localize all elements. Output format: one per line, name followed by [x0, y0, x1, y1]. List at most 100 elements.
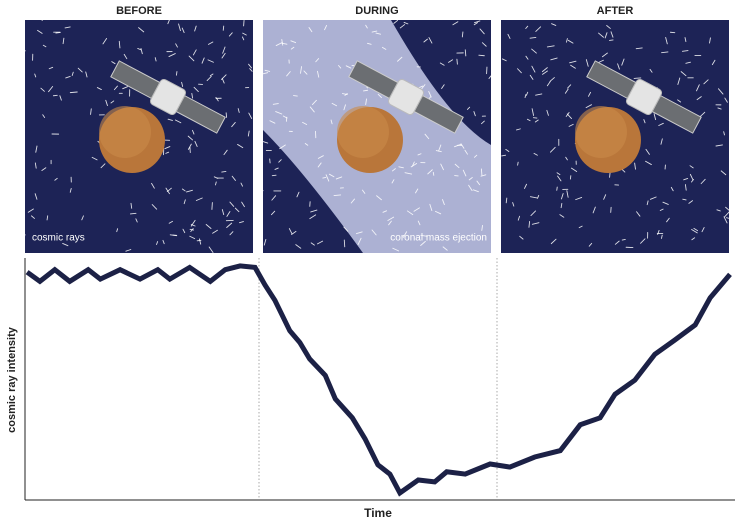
- cosmic-ray-streak: [533, 152, 538, 156]
- cosmic-ray-streak: [237, 143, 244, 149]
- cosmic-ray-streak: [636, 211, 641, 217]
- cosmic-ray-streak: [549, 146, 556, 153]
- cosmic-ray-streak: [365, 24, 368, 29]
- cosmic-ray-streak: [382, 210, 387, 213]
- cosmic-ray-streak: [77, 67, 83, 73]
- cosmic-ray-streak: [317, 155, 324, 159]
- panel-illustration: [25, 20, 253, 253]
- cosmic-ray-streak: [709, 37, 711, 44]
- cosmic-ray-streak: [375, 32, 382, 35]
- cosmic-ray-streak: [181, 188, 186, 192]
- cosmic-ray-streak: [530, 210, 537, 216]
- cosmic-ray-streak: [529, 74, 534, 80]
- cosmic-ray-streak: [156, 241, 159, 245]
- cosmic-ray-streak: [481, 120, 485, 125]
- cosmic-ray-streak: [711, 59, 716, 66]
- cosmic-ray-streak: [501, 58, 507, 62]
- cosmic-ray-streak: [534, 119, 539, 123]
- cosmic-ray-streak: [643, 119, 646, 124]
- cosmic-ray-streak: [182, 228, 186, 234]
- cosmic-ray-streak: [691, 237, 696, 241]
- cosmic-ray-streak: [165, 187, 170, 195]
- cosmic-ray-streak: [175, 43, 178, 48]
- cosmic-ray-streak: [167, 118, 173, 121]
- cosmic-ray-streak: [723, 131, 725, 136]
- cosmic-ray-streak: [248, 112, 253, 119]
- cosmic-ray-streak: [46, 215, 49, 221]
- cosmic-ray-streak: [560, 203, 563, 209]
- cosmic-ray-streak: [725, 206, 729, 211]
- cosmic-ray-streak: [718, 88, 724, 95]
- cosmic-ray-streak: [662, 201, 669, 205]
- cosmic-ray-streak: [371, 229, 377, 236]
- cosmic-ray-streak: [357, 237, 362, 245]
- cosmic-ray-streak: [41, 167, 47, 171]
- cosmic-ray-streak: [516, 128, 521, 131]
- cosmic-ray-streak: [333, 194, 342, 197]
- cosmic-ray-streak: [91, 156, 98, 161]
- cosmic-ray-streak: [330, 119, 333, 125]
- cosmic-ray-streak: [535, 26, 542, 32]
- cosmic-ray-streak: [194, 140, 198, 147]
- cosmic-ray-streak: [592, 206, 596, 214]
- cosmic-ray-streak: [295, 244, 302, 249]
- cosmic-ray-streak: [478, 54, 485, 57]
- cosmic-ray-streak: [428, 37, 433, 44]
- cosmic-ray-streak: [317, 162, 322, 168]
- cosmic-ray-streak: [571, 167, 578, 172]
- cosmic-ray-streak: [290, 40, 297, 44]
- cosmic-ray-streak: [207, 59, 214, 63]
- cosmic-ray-streak: [231, 175, 236, 181]
- planet-shade: [99, 106, 151, 158]
- cosmic-ray-streak: [531, 65, 536, 73]
- cosmic-ray-streak: [274, 167, 279, 170]
- cosmic-ray-streak: [226, 211, 231, 217]
- satellite-body: [625, 78, 663, 116]
- cosmic-ray-streak: [65, 75, 71, 79]
- cosmic-ray-streak: [194, 25, 197, 32]
- cosmic-ray-streak: [387, 216, 395, 221]
- cosmic-ray-streak: [391, 179, 395, 184]
- cosmic-ray-streak: [140, 48, 143, 55]
- cosmic-ray-streak: [324, 24, 328, 31]
- satellite-body: [387, 78, 425, 116]
- cosmic-ray-streak: [473, 22, 479, 26]
- cosmic-ray-streak: [677, 77, 681, 85]
- cosmic-ray-streak: [635, 47, 643, 50]
- cosmic-ray-streak: [55, 31, 61, 34]
- cosmic-ray-streak: [388, 220, 392, 226]
- cosmic-ray-streak: [661, 234, 663, 239]
- cosmic-ray-streak: [264, 69, 271, 72]
- cosmic-ray-streak: [208, 41, 214, 45]
- cosmic-ray-streak: [724, 97, 728, 103]
- cosmic-ray-streak: [684, 37, 687, 42]
- cosmic-ray-streak: [546, 45, 555, 48]
- cosmic-ray-streak: [205, 224, 212, 229]
- cosmic-ray-streak: [604, 32, 608, 39]
- cosmic-ray-streak: [614, 240, 620, 245]
- cosmic-ray-streak: [181, 81, 184, 87]
- panel-title: BEFORE: [116, 5, 162, 17]
- cosmic-ray-streak: [138, 27, 145, 33]
- cosmic-ray-streak: [229, 231, 234, 236]
- cosmic-ray-streak: [309, 106, 315, 113]
- cosmic-ray-streak: [411, 161, 415, 167]
- cosmic-ray-streak: [113, 85, 118, 91]
- cosmic-ray-streak: [343, 104, 346, 111]
- cosmic-ray-streak: [691, 229, 698, 234]
- cosmic-ray-streak: [25, 50, 26, 52]
- cosmic-ray-streak: [96, 87, 102, 90]
- cosmic-ray-streak: [402, 231, 408, 238]
- cosmic-ray-streak: [517, 215, 521, 221]
- cosmic-ray-streak: [335, 176, 343, 180]
- cosmic-ray-streak: [181, 27, 185, 34]
- cosmic-ray-streak: [279, 144, 286, 150]
- cosmic-ray-streak: [665, 36, 668, 45]
- cosmic-ray-streak: [406, 210, 414, 216]
- cosmic-ray-streak: [263, 72, 269, 75]
- cosmic-ray-streak: [561, 193, 564, 200]
- intensity-line: [25, 263, 732, 497]
- cosmic-ray-streak: [213, 176, 219, 179]
- cosmic-ray-streak: [215, 181, 217, 186]
